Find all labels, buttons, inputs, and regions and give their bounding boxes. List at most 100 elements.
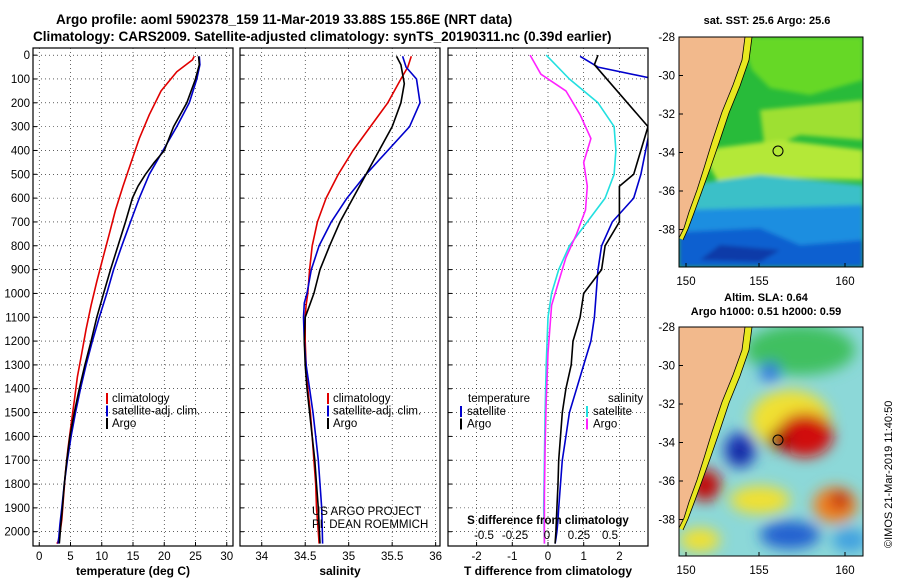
xtick-label: 0 xyxy=(36,551,42,563)
ytick-label: 1200 xyxy=(4,336,30,348)
sla-map-title-2: Argo h1000: 0.51 h2000: 0.59 xyxy=(691,306,841,318)
ytick-label: 1700 xyxy=(4,455,30,467)
pi-credit: PI: DEAN ROEMMICH xyxy=(312,519,428,531)
ytick-label: 2000 xyxy=(4,527,30,539)
legend-label: Argo xyxy=(112,418,136,430)
xtick-label: 2 xyxy=(616,551,622,563)
map-lat-label: -28 xyxy=(658,322,675,334)
map-lon-label: 150 xyxy=(676,276,695,288)
ytick-label: 1600 xyxy=(4,431,30,443)
series-line-argo xyxy=(58,56,201,544)
xtick-label: 30 xyxy=(220,551,233,563)
map-lat-label: -38 xyxy=(658,515,675,527)
sla-map-title-1: Altim. SLA: 0.64 xyxy=(724,292,809,304)
title-line-1: Argo profile: aoml 5902378_159 11-Mar-20… xyxy=(56,12,513,27)
xtick-label: 34.5 xyxy=(294,551,316,563)
map-lat-label: -36 xyxy=(658,186,675,198)
x-axis-label: T difference from climatology xyxy=(464,564,632,578)
title-line-2: Climatology: CARS2009. Satellite-adjuste… xyxy=(33,29,612,44)
map-lat-label: -32 xyxy=(658,109,675,121)
legend-label: satellite-adj. clim. xyxy=(333,406,421,418)
imos-credit: ©IMOS 21-Mar-2019 11:40:50 xyxy=(883,400,895,548)
map-lon-label: 155 xyxy=(749,565,768,577)
plot-frame xyxy=(447,47,649,547)
plot-frame xyxy=(32,47,234,547)
ytick-label: 800 xyxy=(11,241,30,253)
ytick-label: 0 xyxy=(24,50,30,62)
xtick-label: -1 xyxy=(507,551,517,563)
ytick-label: 1300 xyxy=(4,360,30,372)
sla-map[interactable] xyxy=(679,325,868,556)
legend-label: climatology xyxy=(112,393,170,405)
ytick-label: 300 xyxy=(11,122,30,134)
salinity-diff-tick: -0.25 xyxy=(502,530,528,542)
salinity-diff-axis: S difference from climatology -0.5 -0.25 0 0… xyxy=(467,515,629,542)
salinity-diff-label: S difference from climatology xyxy=(467,515,629,527)
ytick-label: 200 xyxy=(11,98,30,110)
xtick-label: 34 xyxy=(255,551,268,563)
sst-map-title: sat. SST: 25.6 Argo: 25.6 xyxy=(704,15,831,27)
x-axis-label: salinity xyxy=(319,564,361,578)
map-lat-label: -36 xyxy=(658,476,675,488)
xtick-label: 35.5 xyxy=(381,551,403,563)
legend-label: climatology xyxy=(333,393,391,405)
legend-label: satellite-adj. clim. xyxy=(112,406,200,418)
x-axis-label: temperature (deg C) xyxy=(76,564,190,578)
ytick-label: 700 xyxy=(11,217,30,229)
project-credit: US ARGO PROJECT xyxy=(312,506,421,518)
map-lat-label: -30 xyxy=(658,361,675,373)
map-lat-label: -38 xyxy=(658,225,675,237)
plot-frame xyxy=(239,47,441,547)
series-line-temperature-satellite xyxy=(554,55,648,544)
profile-panel-2: -2 -1 0 1 2T difference from climatology xyxy=(447,47,649,578)
map-lat-label: -30 xyxy=(658,71,675,83)
map-lon-label: 160 xyxy=(835,276,854,288)
series-line-temperature-argo xyxy=(554,54,648,544)
xtick-label: 5 xyxy=(67,551,73,563)
xtick-label: 20 xyxy=(158,551,171,563)
salinity-diff-tick: 0 xyxy=(544,530,550,542)
series-line-argo xyxy=(303,55,406,544)
series-group xyxy=(529,54,648,544)
series-line-satellite-adj-clim- xyxy=(302,56,421,544)
ytick-label: 1500 xyxy=(4,408,30,420)
ytick-label: 1900 xyxy=(4,503,30,515)
sst-map[interactable] xyxy=(679,37,863,267)
ytick-label: 900 xyxy=(11,265,30,277)
argo-position-marker-sla[interactable] xyxy=(772,434,784,446)
ytick-label: 1000 xyxy=(4,288,30,300)
map-lat-label: -32 xyxy=(658,399,675,411)
legend-t-header: temperature xyxy=(468,393,530,405)
map-lat-label: -28 xyxy=(658,32,675,44)
ytick-label: 100 xyxy=(11,74,30,86)
salinity-diff-tick: 0.25 xyxy=(568,530,590,542)
map-lon-label: 150 xyxy=(676,565,695,577)
argo-position-marker-sst[interactable] xyxy=(772,145,784,157)
xtick-label: 10 xyxy=(95,551,108,563)
ytick-label: 1800 xyxy=(4,479,30,491)
salinity-diff-tick: -0.5 xyxy=(474,530,494,542)
series-group xyxy=(56,55,201,545)
xtick-label: 15 xyxy=(127,551,140,563)
xtick-label: 0 xyxy=(545,551,551,563)
xtick-label: -2 xyxy=(471,551,481,563)
xtick-label: 1 xyxy=(581,551,587,563)
ytick-label: 1100 xyxy=(5,312,30,324)
legend-label: satellite xyxy=(467,406,506,418)
series-line-salinity-argo xyxy=(529,54,592,544)
series-group xyxy=(302,55,421,544)
ytick-label: 600 xyxy=(11,193,30,205)
ytick-label: 500 xyxy=(11,169,30,181)
xtick-label: 25 xyxy=(189,551,202,563)
map-lon-label: 160 xyxy=(835,565,854,577)
legend-label: Argo xyxy=(593,419,617,431)
xtick-label: 35 xyxy=(342,551,355,563)
legend-label: Argo xyxy=(333,418,357,430)
legend-label: satellite xyxy=(593,406,632,418)
legend-s-header: salinity xyxy=(608,393,643,405)
map-lat-label: -34 xyxy=(658,148,675,160)
